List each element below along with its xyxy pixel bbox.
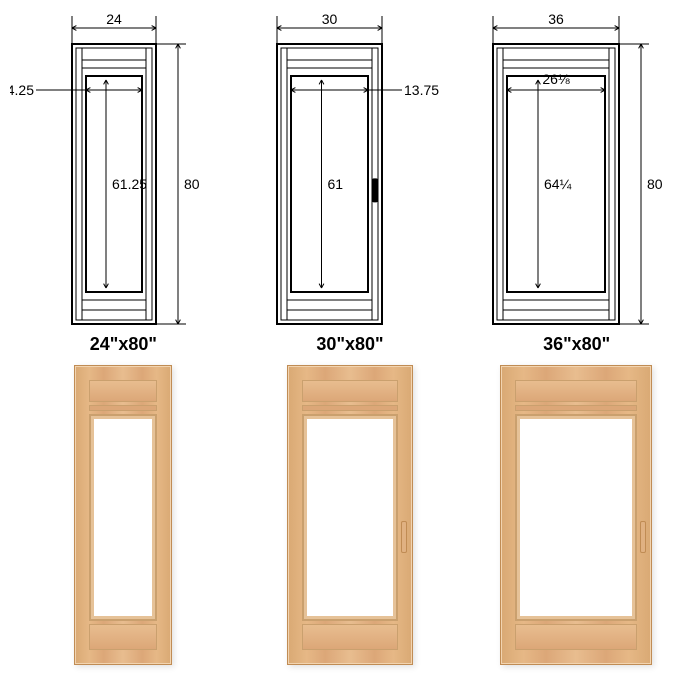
technical-drawing: 24 14.25 61.25 80 [10, 10, 236, 330]
wood-door-render [287, 365, 413, 665]
inner-width-dim: 26⅛ [543, 71, 571, 87]
wood-door-render [500, 365, 652, 665]
tech-cell: 30 13.75 61 [237, 10, 463, 330]
tech-cell: 36 26⅛ 64¼ 80 [463, 10, 689, 330]
wood-glass [89, 414, 157, 621]
wood-bottom-rail [89, 624, 157, 650]
wood-bottom-rail [302, 624, 398, 650]
handle-icon [401, 521, 407, 553]
wood-top-rail [302, 380, 398, 402]
render-cell [237, 365, 463, 675]
inner-height-dim: 61.25 [112, 176, 147, 192]
width-dim: 24 [106, 11, 122, 27]
technical-drawing: 30 13.75 61 [237, 10, 463, 330]
wood-mid-rail [515, 405, 637, 411]
technical-drawing: 36 26⅛ 64¼ 80 [463, 10, 689, 330]
width-dim: 30 [321, 11, 337, 27]
inner-width-dim: 13.75 [404, 82, 439, 98]
inner-height-dim: 64¼ [544, 176, 572, 192]
wood-bottom-rail [515, 624, 637, 650]
wood-top-rail [89, 380, 157, 402]
handle-icon [640, 521, 646, 553]
handle-icon [372, 178, 378, 202]
inner-height-dim: 61 [327, 176, 343, 192]
width-dim: 36 [549, 11, 565, 27]
wood-mid-rail [89, 405, 157, 411]
size-label: 24"x80" [10, 330, 237, 365]
wood-glass [302, 414, 398, 621]
wood-door-render [74, 365, 172, 665]
height-dim: 80 [184, 176, 200, 192]
size-label: 36"x80" [463, 330, 690, 365]
height-dim: 80 [647, 176, 663, 192]
render-cell [10, 365, 236, 675]
tech-cell: 24 14.25 61.25 80 [10, 10, 236, 330]
wood-top-rail [515, 380, 637, 402]
size-label: 30"x80" [237, 330, 464, 365]
wood-glass [515, 414, 637, 621]
render-cell [463, 365, 689, 675]
wood-mid-rail [302, 405, 398, 411]
inner-width-dim: 14.25 [10, 82, 34, 98]
